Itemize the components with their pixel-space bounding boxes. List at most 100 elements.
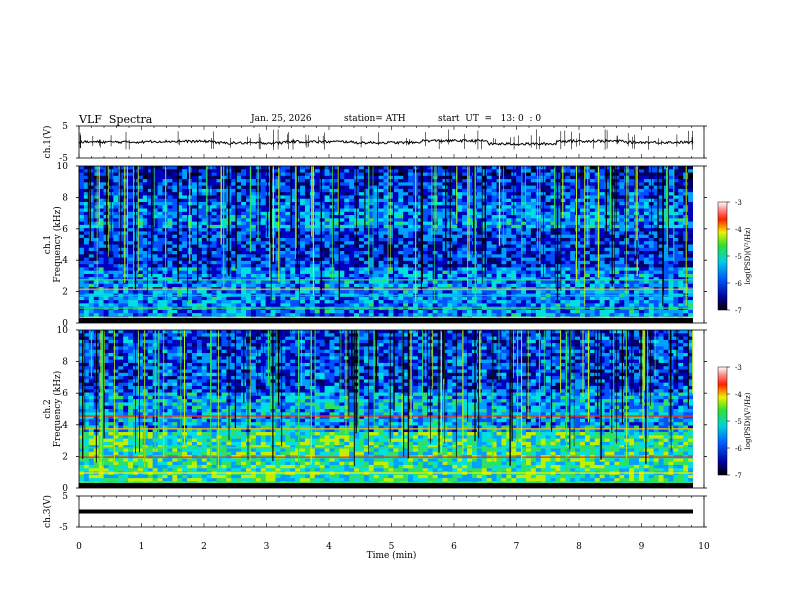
spectrogram-cell: [629, 211, 635, 216]
spectrogram-cell: [383, 185, 389, 190]
spectrogram-cell: [594, 195, 601, 200]
spectrogram-cell: [457, 228, 463, 232]
spectrogram-cell: [378, 179, 384, 183]
spectrogram-cell: [521, 290, 527, 294]
spectrogram-cell: [427, 251, 434, 255]
spectrogram-cell: [172, 234, 178, 239]
spectrogram-cell: [516, 205, 522, 209]
spectrogram-cell: [187, 270, 193, 275]
spectrogram-cell: [172, 290, 178, 294]
spectrogram-cell: [324, 198, 330, 203]
spectrogram-cell: [172, 208, 178, 213]
spectrogram-cell: [570, 198, 576, 203]
spectrogram-cell: [265, 221, 271, 226]
spectrogram-cell: [530, 270, 537, 275]
spectrogram-cell: [363, 270, 370, 275]
spectrogram-cell: [275, 201, 281, 206]
spectrogram-cell: [241, 254, 247, 258]
spectrogram-cell: [201, 228, 208, 232]
spectrogram-cell: [663, 260, 669, 265]
spectrogram-cell: [265, 218, 271, 222]
spectrogram-cell: [589, 166, 596, 170]
spectrogram-cell: [329, 283, 335, 288]
spectrogram-cell: [629, 234, 635, 239]
spectrogram-cell: [123, 211, 129, 216]
spectrogram-cell: [476, 267, 483, 272]
spectrogram-cell: [241, 215, 247, 219]
spectrogram-cell: [344, 228, 350, 232]
spectrogram-cell: [476, 270, 483, 275]
spectrogram-cell: [373, 257, 380, 262]
spectrogram-cell: [511, 234, 517, 239]
spectrogram-cell: [427, 273, 434, 278]
spectrogram-cell: [629, 195, 635, 200]
spectrogram-cell: [319, 182, 325, 187]
spectrogram-cell: [196, 185, 203, 190]
spectrogram-cell: [624, 254, 630, 258]
spectrogram-cell: [437, 270, 443, 275]
spectrogram-cell: [344, 221, 350, 226]
spectrogram-cell: [516, 228, 522, 232]
spectrogram-cell: [501, 208, 507, 213]
spectrogram-cell: [648, 270, 655, 275]
spectrogram-cell: [560, 283, 566, 288]
spectrogram-cell: [363, 201, 370, 206]
spectrogram-cell: [565, 273, 571, 278]
spectrogram-cell: [629, 166, 635, 170]
spectrogram-cell: [177, 254, 183, 258]
spectrogram-cell: [619, 169, 625, 173]
spectrogram-cell: [447, 273, 453, 278]
spectrogram-cell: [417, 179, 424, 183]
spectrogram-cell: [432, 283, 438, 288]
spectrogram-cell: [403, 283, 409, 288]
spectrogram-cell: [152, 208, 158, 213]
spectrogram-cell: [304, 267, 311, 272]
spectrogram-cell: [516, 290, 522, 294]
spectrogram-cell: [530, 267, 537, 272]
spectrogram-cell: [452, 215, 458, 219]
spectrogram-cell: [314, 260, 321, 265]
spectrogram-cell: [550, 264, 556, 268]
spectrogram-cell: [629, 264, 635, 268]
spectrogram-cell: [521, 188, 527, 193]
spectrogram-cell: [599, 201, 605, 206]
spectrogram-cell: [432, 175, 438, 180]
spectrogram-cell: [177, 201, 183, 206]
spectrogram-cell: [383, 283, 389, 288]
spectrogram-cell: [457, 224, 463, 229]
spectrogram-cell: [324, 221, 330, 226]
spectrogram-cell: [658, 251, 664, 255]
spectrogram-cell: [638, 172, 645, 177]
spectrogram-cell: [668, 231, 674, 236]
spectrogram-cell: [565, 208, 571, 213]
spectrogram-cell: [216, 290, 222, 294]
spectrogram-cell: [196, 175, 203, 180]
spectrogram-cell: [349, 201, 355, 206]
spectrogram-cell: [339, 179, 345, 183]
spectrogram-cell: [506, 215, 512, 219]
spectrogram-cell: [437, 247, 443, 252]
spectrogram-cell: [83, 247, 90, 252]
spectrogram-cell: [142, 267, 149, 272]
spectrogram-cell: [457, 201, 463, 206]
spectrogram-cell: [167, 221, 173, 226]
spectrogram-cell: [570, 257, 576, 262]
station-label: station= ATH: [344, 114, 406, 124]
spectrogram-cell: [393, 179, 399, 183]
spectrogram-cell: [467, 254, 473, 258]
spectrogram-cell: [324, 264, 330, 268]
spectrogram-cell: [599, 215, 605, 219]
spectrogram-cell: [334, 228, 340, 232]
spectrogram-cell: [422, 257, 429, 262]
spectrogram-cell: [354, 264, 360, 268]
spectrogram-cell: [550, 215, 556, 219]
spectrogram-cell: [643, 251, 650, 255]
spectrogram-cell: [673, 208, 679, 213]
spectrogram-cell: [191, 195, 198, 200]
spectrogram-cell: [496, 270, 502, 275]
spectrogram-cell: [191, 260, 198, 265]
spectrogram-cell: [408, 218, 414, 222]
spectrogram-cell: [643, 175, 650, 180]
spectrogram-cell: [560, 270, 566, 275]
spectrogram-cell: [408, 179, 414, 183]
